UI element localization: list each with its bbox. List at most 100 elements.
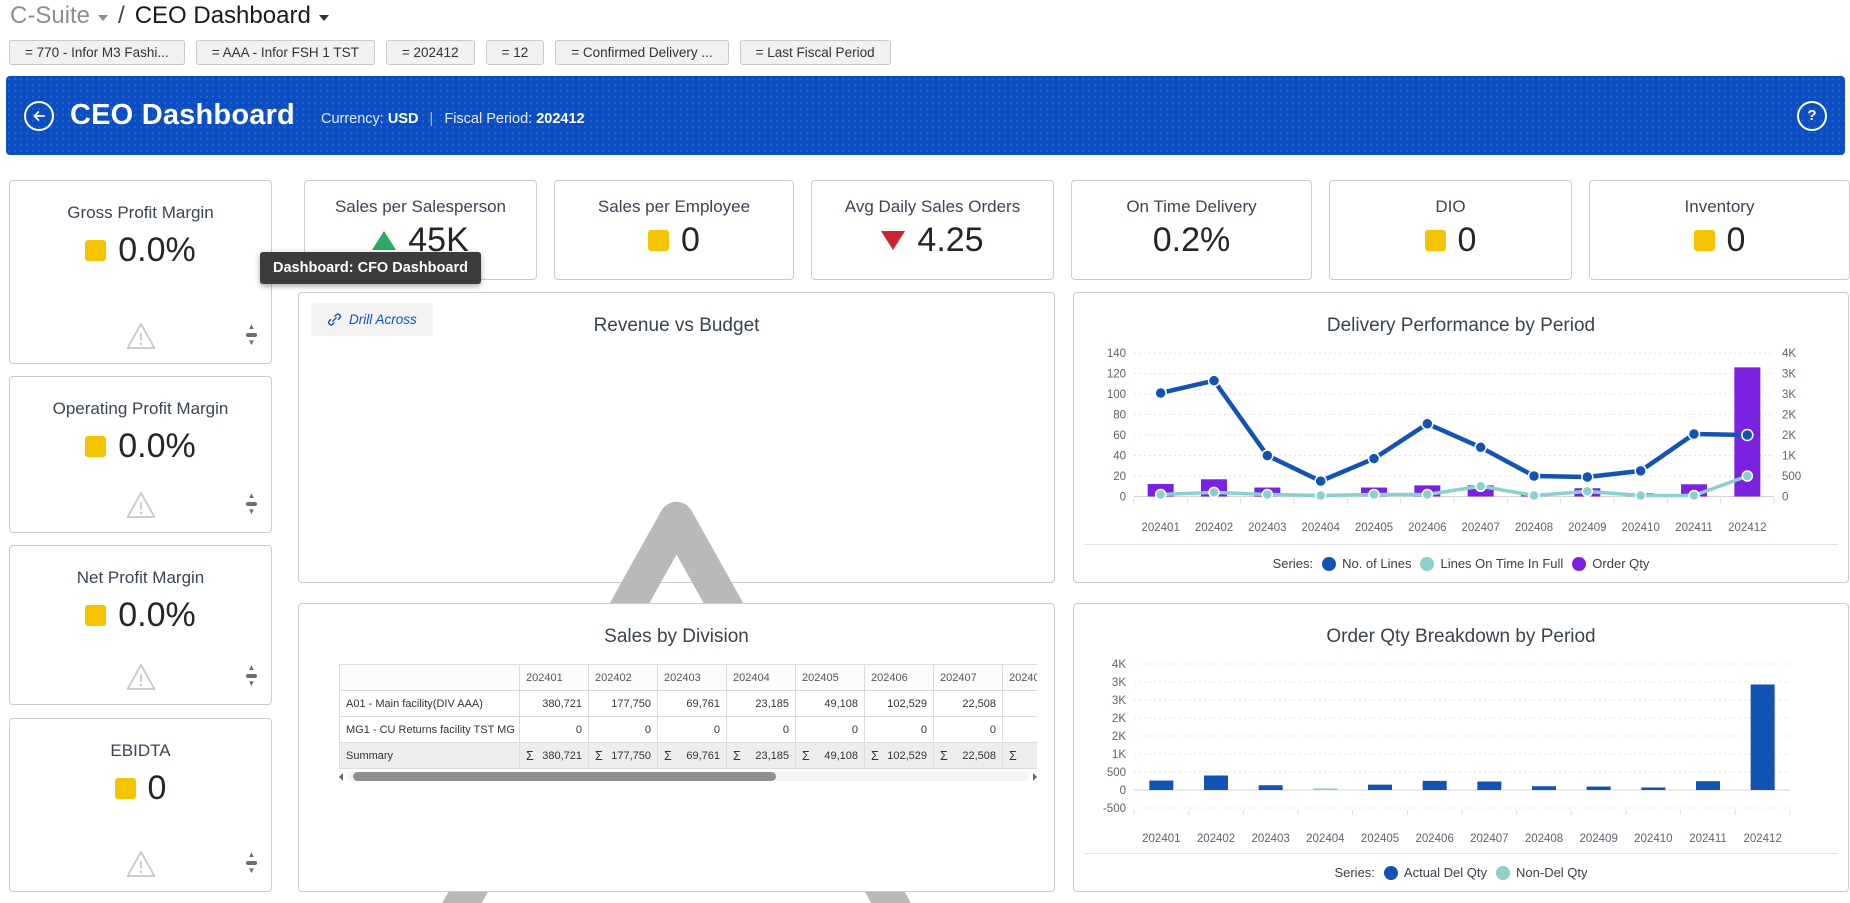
lines-on-time-in-full-point[interactable] xyxy=(1422,489,1432,499)
kpi-value: 0.0% xyxy=(118,596,196,635)
sales-table-viewport: 2024012024022024032024042024052024062024… xyxy=(339,664,1037,769)
svg-text:0: 0 xyxy=(1120,492,1126,504)
value-cell: 177,750 xyxy=(589,691,658,717)
lines-on-time-in-full-point[interactable] xyxy=(1209,487,1219,497)
svg-text:202412: 202412 xyxy=(1728,522,1766,534)
kpi-card-avg-daily-sales-orders[interactable]: Avg Daily Sales Orders4.25 xyxy=(811,180,1054,280)
chevron-down-icon[interactable]: ▼ xyxy=(248,508,256,516)
filter-chip-0[interactable]: = 770 - Infor M3 Fashi... xyxy=(9,40,185,65)
chevron-down-icon[interactable]: ▼ xyxy=(248,680,256,688)
non-del-qty-bar[interactable] xyxy=(1313,788,1337,790)
breadcrumb-current-label: CEO Dashboard xyxy=(135,2,311,30)
actual-del-qty-bar[interactable] xyxy=(1696,781,1720,790)
kpi-card-inventory[interactable]: Inventory0 xyxy=(1589,180,1850,280)
lines-on-time-in-full-point[interactable] xyxy=(1476,481,1486,491)
resize-stepper[interactable]: ▲▼ xyxy=(246,851,257,876)
resize-stepper[interactable]: ▲▼ xyxy=(246,323,257,348)
drag-handle[interactable] xyxy=(246,674,257,678)
chevron-up-icon[interactable]: ▲ xyxy=(248,664,256,672)
drag-handle[interactable] xyxy=(246,502,257,506)
lines-on-time-in-full-point[interactable] xyxy=(1262,489,1272,499)
lines-on-time-in-full-point[interactable] xyxy=(1636,490,1646,500)
kpi-value: 0.0% xyxy=(118,427,196,466)
actual-del-qty-bar[interactable] xyxy=(1641,787,1665,790)
scrollbar-track[interactable] xyxy=(347,772,1029,781)
chevron-down-icon[interactable] xyxy=(98,15,108,21)
filter-chip-5[interactable]: = Last Fiscal Period xyxy=(740,40,891,65)
chevron-up-icon[interactable]: ▲ xyxy=(248,492,256,500)
breadcrumb-current[interactable]: CEO Dashboard xyxy=(135,2,329,30)
lines-on-time-in-full-point[interactable] xyxy=(1582,486,1592,496)
actual-del-qty-bar[interactable] xyxy=(1204,776,1228,790)
breadcrumb-root[interactable]: C-Suite xyxy=(10,2,108,30)
legend-dot-icon xyxy=(1572,557,1586,571)
kpi-card-sales-per-employee[interactable]: Sales per Employee0 xyxy=(554,180,794,280)
legend-item-no-of-lines[interactable]: No. of Lines xyxy=(1322,556,1411,571)
chevron-down-icon[interactable]: ▼ xyxy=(248,867,256,875)
kpi-card-dio[interactable]: DIO0 xyxy=(1329,180,1572,280)
filter-chip-4[interactable]: = Confirmed Delivery ... xyxy=(555,40,728,65)
no-of-lines-point[interactable] xyxy=(1582,472,1593,483)
actual-del-qty-bar[interactable] xyxy=(1587,787,1611,790)
no-of-lines-point[interactable] xyxy=(1315,476,1326,487)
back-button[interactable] xyxy=(24,101,54,131)
no-of-lines-point[interactable] xyxy=(1209,375,1220,386)
help-button[interactable]: ? xyxy=(1797,101,1827,131)
lines-on-time-in-full-point[interactable] xyxy=(1316,490,1326,500)
drill-across-button[interactable]: Drill Across xyxy=(311,303,433,336)
value-cell: 49,108 xyxy=(796,691,865,717)
lines-on-time-in-full-point[interactable] xyxy=(1529,490,1539,500)
actual-del-qty-bar[interactable] xyxy=(1477,781,1501,790)
legend-item-lines-on-time-in-full[interactable]: Lines On Time In Full xyxy=(1420,556,1563,571)
delivery-chart[interactable]: 1404K1203K1003K802K602K401K2050000202401… xyxy=(1074,341,1846,537)
lines-on-time-in-full-point[interactable] xyxy=(1156,489,1166,499)
resize-stepper[interactable]: ▲▼ xyxy=(246,664,257,689)
actual-del-qty-bar[interactable] xyxy=(1149,781,1173,790)
kpi-card-operating-profit-margin[interactable]: Operating Profit Margin0.0%▲▼ xyxy=(9,376,272,533)
resize-stepper[interactable]: ▲▼ xyxy=(246,492,257,517)
no-of-lines-point[interactable] xyxy=(1529,471,1540,482)
lines-on-time-in-full-point[interactable] xyxy=(1742,471,1752,481)
lines-on-time-in-full-point[interactable] xyxy=(1689,490,1699,500)
scroll-right-arrow-icon[interactable] xyxy=(1033,773,1037,781)
no-of-lines-point[interactable] xyxy=(1369,453,1380,464)
chevron-down-icon[interactable] xyxy=(319,15,329,21)
chevron-down-icon[interactable]: ▼ xyxy=(248,339,256,347)
no-of-lines-point[interactable] xyxy=(1422,418,1433,429)
chevron-up-icon[interactable]: ▲ xyxy=(248,323,256,331)
kpi-card-on-time-delivery[interactable]: On Time Delivery0.2% xyxy=(1071,180,1312,280)
scroll-left-arrow-icon[interactable] xyxy=(339,773,343,781)
kpi-card-ebidta[interactable]: EBIDTA0▲▼ xyxy=(9,718,272,892)
kpi-card-net-profit-margin[interactable]: Net Profit Margin0.0%▲▼ xyxy=(9,545,272,705)
sigma-icon: Σ xyxy=(871,749,879,763)
actual-del-qty-bar[interactable] xyxy=(1751,684,1775,790)
actual-del-qty-bar[interactable] xyxy=(1423,781,1447,790)
row-label-header xyxy=(340,665,520,691)
no-of-lines-point[interactable] xyxy=(1635,465,1646,476)
fiscal-period-value: 202412 xyxy=(536,111,584,127)
no-of-lines-point[interactable] xyxy=(1742,430,1753,441)
actual-del-qty-bar[interactable] xyxy=(1259,785,1283,790)
orderqty-chart[interactable]: 4K3K3K2K2K1K5000-50020240120240220240320… xyxy=(1074,652,1846,848)
actual-del-qty-bar[interactable] xyxy=(1368,785,1392,790)
legend-dot-icon xyxy=(1322,557,1336,571)
no-of-lines-point[interactable] xyxy=(1475,442,1486,453)
legend-item-actual-del-qty[interactable]: Actual Del Qty xyxy=(1384,865,1487,880)
drag-handle[interactable] xyxy=(246,861,257,865)
lines-on-time-in-full-point[interactable] xyxy=(1369,489,1379,499)
no-of-lines-point[interactable] xyxy=(1262,450,1273,461)
legend-item-non-del-qty[interactable]: Non-Del Qty xyxy=(1496,865,1588,880)
actual-del-qty-bar[interactable] xyxy=(1532,786,1556,790)
filter-chip-1[interactable]: = AAA - Infor FSH 1 TST xyxy=(196,40,375,65)
no-of-lines-point[interactable] xyxy=(1689,428,1700,439)
chevron-up-icon[interactable]: ▲ xyxy=(248,851,256,859)
period-column-header: 202406 xyxy=(865,665,934,691)
kpi-card-gross-profit-margin[interactable]: Gross Profit Margin0.0%▲▼ xyxy=(9,180,272,364)
legend-item-order-qty[interactable]: Order Qty xyxy=(1572,556,1649,571)
legend-dot-icon xyxy=(1420,557,1434,571)
scrollbar-thumb[interactable] xyxy=(353,772,776,781)
no-of-lines-point[interactable] xyxy=(1155,387,1166,398)
filter-chip-3[interactable]: = 12 xyxy=(486,40,545,65)
drag-handle[interactable] xyxy=(246,333,257,337)
filter-chip-2[interactable]: = 202412 xyxy=(386,40,475,65)
